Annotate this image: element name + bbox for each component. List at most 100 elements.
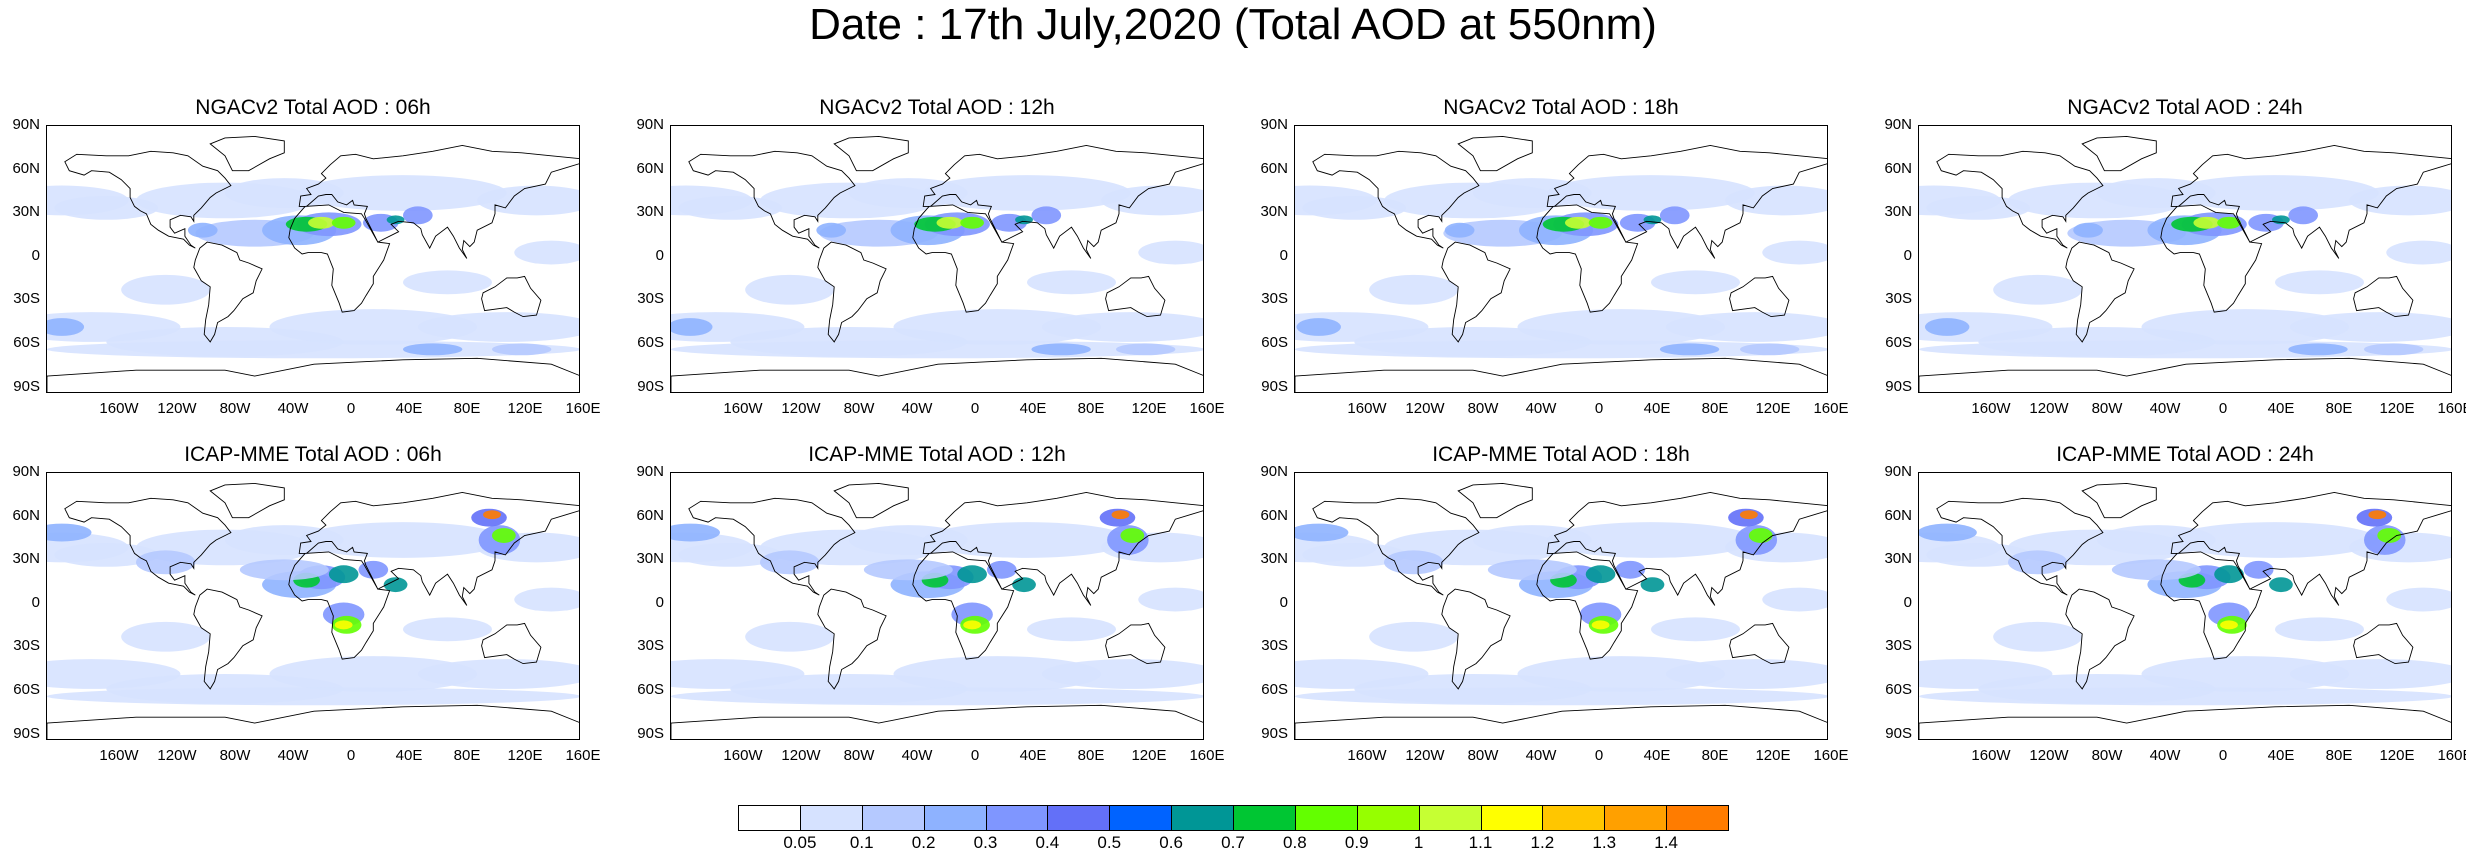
lon-tick-label: 120W	[2029, 747, 2069, 764]
lon-tick-label: 40E	[1019, 747, 1047, 764]
lon-tick-label: 160E	[2437, 400, 2466, 417]
aod-field-patch	[2289, 312, 2451, 342]
aod-field-patch	[1919, 523, 1977, 542]
lat-tick-label: 30S	[637, 290, 664, 308]
map-panel: NGACv2 Total AOD : 18h 90N 60N 30N 0 30S 60S 90…	[1248, 95, 1848, 417]
lat-tick-label: 60N	[12, 159, 40, 177]
lon-tick-label: 80E	[2325, 400, 2353, 417]
aod-field-patch	[121, 274, 211, 305]
lat-tick-label: 60S	[637, 681, 664, 698]
lon-tick-label: 40W	[1525, 747, 1557, 764]
colorbar-swatch	[1418, 805, 1482, 831]
lat-tick-label: 60N	[1884, 159, 1912, 177]
aod-field-patch	[187, 222, 218, 238]
aod-field-patch	[2217, 216, 2241, 229]
aod-field-patch	[1369, 274, 1459, 305]
aod-field-patch	[1384, 550, 1444, 575]
lon-tick-label: 120W	[1405, 747, 1445, 764]
coastline	[671, 482, 1203, 739]
lon-tick-label: 120E	[2379, 747, 2415, 764]
lon-tick-label: 40W	[277, 747, 309, 764]
aod-field-patch	[386, 215, 405, 225]
lon-tick-label: 0	[970, 747, 980, 764]
lon-tick-label: 120E	[1755, 400, 1791, 417]
aod-field-patch	[2141, 656, 2350, 692]
aod-field-patch	[2272, 215, 2290, 225]
aod-field-patch	[2214, 565, 2244, 584]
lon-tick-label: 120E	[1131, 747, 1167, 764]
aod-field-patch	[514, 587, 579, 612]
lat-tick-label: 60S	[1261, 334, 1288, 351]
lon-tick-label: 80E	[1701, 747, 1729, 764]
colorbar-swatch	[985, 805, 1049, 831]
aod-field-patch	[2288, 343, 2348, 356]
lat-tick-label: 90S	[637, 724, 664, 742]
aod-field-patch	[1041, 659, 1203, 689]
lon-tick-label: 80W	[843, 400, 875, 417]
lon-tick-label: 120E	[1131, 400, 1167, 417]
aod-field-patch	[2386, 240, 2451, 265]
aod-field-patch	[1665, 659, 1827, 689]
aod-field-patch	[863, 559, 953, 581]
lat-tick-label: 0	[655, 246, 664, 264]
lat-tick-label: 30S	[1261, 290, 1288, 308]
aod-field-patch	[1120, 528, 1145, 543]
lon-tick-label: 80E	[453, 400, 481, 417]
colorbar-label: 1.3	[1592, 833, 1617, 852]
colorbar-label: 0.4	[1035, 833, 1060, 852]
aod-field-patch	[403, 343, 463, 356]
aod-field-patch	[477, 185, 579, 216]
aod-field-patch	[2349, 185, 2451, 216]
colorbar-label: 1.2	[1530, 833, 1555, 852]
lon-tick-label: 160E	[565, 400, 601, 417]
lon-tick-label: 0	[970, 400, 980, 417]
aod-field-patch	[403, 617, 492, 642]
lat-tick-label: 60S	[13, 681, 40, 698]
lon-tick-label: 160W	[723, 400, 763, 417]
aod-field-patch	[2364, 343, 2424, 356]
aod-field-patch	[893, 309, 1102, 345]
lon-tick-label: 80E	[1701, 400, 1729, 417]
aod-field-patch	[2275, 617, 2364, 642]
colorbar-swatch	[861, 805, 925, 831]
lat-tick-label: 0	[31, 593, 40, 611]
colorbar-swatch	[1604, 805, 1668, 831]
aod-field-patch	[2111, 559, 2201, 581]
lon-tick-label: 0	[346, 747, 356, 764]
aod-map	[46, 125, 580, 393]
lon-tick-label: 120W	[1405, 400, 1445, 417]
aod-field-patch	[2368, 510, 2387, 520]
lon-tick-label: 160E	[1813, 400, 1849, 417]
aod-field-patch	[492, 343, 552, 356]
lat-tick-label: 30N	[636, 550, 664, 568]
aod-field-patch	[1659, 343, 1720, 356]
colorbar-swatch	[1356, 805, 1420, 831]
colorbar-swatch	[1542, 805, 1606, 831]
lon-tick-label: 160W	[1971, 747, 2011, 764]
map-canvas	[671, 482, 1203, 739]
aod-field-patch	[2269, 577, 2293, 593]
aod-field-patch	[1588, 216, 1613, 229]
aod-field-patch	[1640, 577, 1665, 593]
coastline	[1919, 135, 2451, 392]
lat-tick-label: 30N	[12, 550, 40, 568]
lon-tick-label: 160E	[565, 747, 601, 764]
lat-tick-label: 90N	[12, 116, 40, 133]
aod-field-patch	[47, 687, 579, 706]
aod-field-patch	[671, 687, 1203, 706]
lon-tick-label: 40W	[277, 400, 309, 417]
figure-title: Date : 17th July,2020 (Total AOD at 550n…	[809, 0, 1657, 49]
aod-field-patch	[745, 274, 835, 305]
aod-field-patch	[403, 270, 492, 295]
map-panel: ICAP-MME Total AOD : 18h 90N 60N 30N 0 30S 60S…	[1248, 442, 1848, 764]
aod-field-patch	[1041, 312, 1203, 342]
lat-tick-label: 90N	[636, 116, 664, 133]
aod-field-patch	[2275, 270, 2364, 295]
aod-field-patch	[1111, 510, 1130, 520]
aod-field-patch	[1665, 312, 1827, 342]
aod-field-patch	[417, 659, 579, 689]
aod-field-patch	[960, 216, 984, 229]
lon-tick-label: 0	[2218, 400, 2228, 417]
lat-tick-label: 0	[1903, 246, 1912, 264]
aod-field-patch	[1031, 343, 1091, 356]
